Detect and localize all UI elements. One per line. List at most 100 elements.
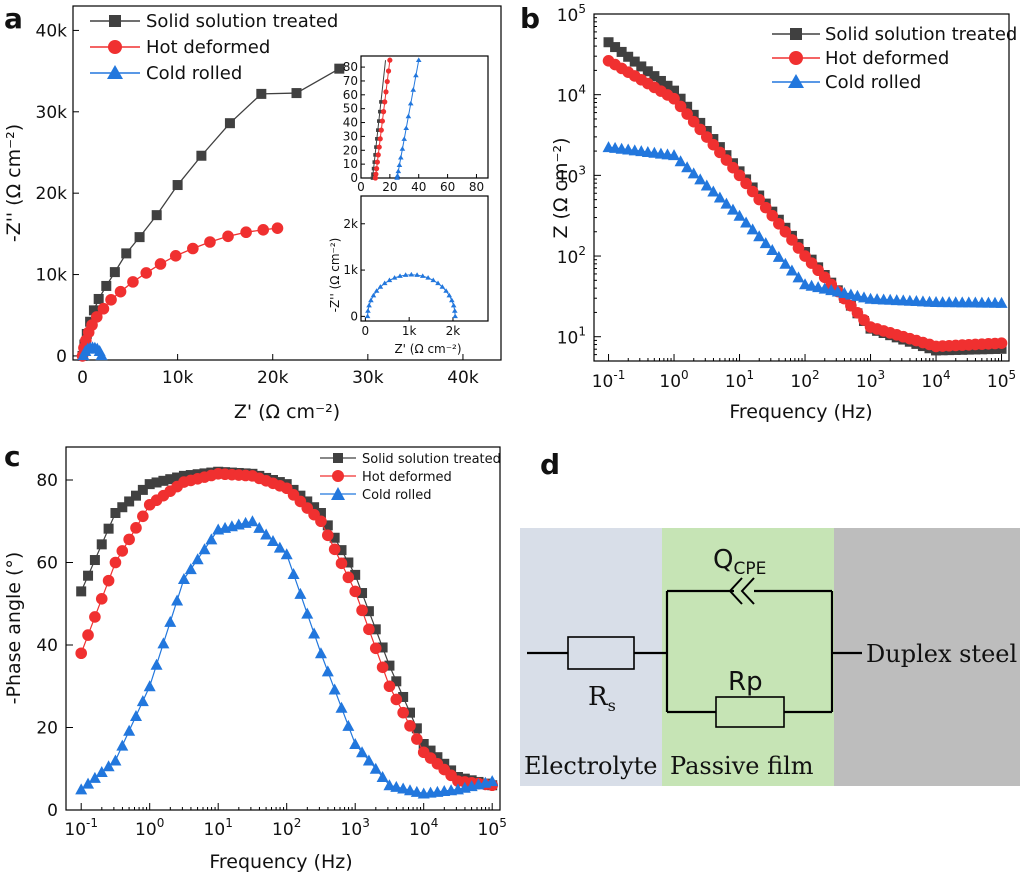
a-xtick-label: 40k [447,368,479,388]
panel-letter-a: a [4,2,23,35]
inset-bottom-xtick-label: 0 [362,324,370,338]
b-point [740,216,753,228]
c-xtick-label: 101 [204,816,233,840]
cpe-plate-right [740,577,755,605]
inset-top-point [396,162,403,167]
inset-top-point [407,100,414,106]
panel-b: b 10-1 100 101 102 103 104 105101102103104105 … [520,2,1017,423]
b-point [668,149,681,161]
b-point [682,101,693,112]
c-point [377,642,388,653]
b-point [726,203,739,215]
inset-top-ytick-label: 0 [350,171,358,185]
c-ytick-label: 0 [47,801,58,821]
c-point [117,502,128,513]
b-point [995,296,1008,308]
c-ytick-label: 20 [36,719,58,739]
label-duplex-steel: Duplex steel [866,640,1017,668]
b-point [649,71,660,82]
c-point [335,557,348,570]
b-ytick-label: 101 [557,325,586,349]
c-point [309,502,320,513]
c-point [83,570,94,581]
inset-top-point [387,57,393,63]
a-ytick-label: 0 [56,347,67,367]
c-point [370,624,381,635]
c-point [383,680,396,693]
b-point [753,193,765,206]
a-point [257,223,270,236]
inset-top-point [375,137,379,141]
b-point [642,66,653,77]
b-point [674,100,687,113]
b-point [713,191,726,203]
inset-top-ytick-label: 10 [343,157,358,171]
c-xtick-label: 102 [272,816,301,840]
b-point [694,173,707,185]
c-point [246,515,259,527]
inset-bottom-arc [367,274,456,317]
label-rp: Rp [728,667,763,697]
inset-bottom-ytick-label: 2k [343,217,358,231]
b-point [623,51,634,62]
c-point [109,754,122,766]
c-point [95,593,108,605]
inset-bottom-point [402,272,409,277]
inset-bottom-point [364,313,371,319]
c-point [171,594,184,606]
inset-top-point [374,145,378,149]
c-point [363,623,375,636]
c-point [432,752,443,763]
c-point [82,629,94,641]
inset-top-point [383,89,389,95]
c-point [425,745,436,756]
inset-top-xtick-label: 60 [440,180,455,194]
inset-top-line [372,60,387,179]
c-point [137,484,148,495]
b-point [681,161,694,173]
panel-c-legend: Solid solution treated Hot deformed Cold… [320,452,501,503]
c-point [130,490,141,501]
inset-bottom-point [391,275,398,280]
b-point [700,179,713,191]
c-point [357,588,368,599]
panel-a-legend: Solid solution treated Hot deformed Cold… [90,11,338,84]
legend-marker-cold [788,74,804,88]
c-point [260,528,273,540]
c-point [198,543,211,555]
inset-top-line [396,60,420,179]
inset-bottom-point [443,288,449,293]
c-point [164,615,177,627]
inset-bottom-point [439,284,446,289]
c-point [178,470,189,481]
inset-bottom-point [386,277,393,283]
b-point [746,223,759,235]
inset-top-point [410,87,417,92]
inset-top-point [380,109,387,115]
c-point [404,707,415,718]
inset-top-point [375,152,381,158]
b-point [701,125,712,136]
b-point [700,131,713,143]
inset-top-point [405,113,412,119]
inset-top-point [394,172,401,178]
c-point [191,553,204,565]
inset-top-point [373,153,377,157]
a-point [140,267,153,279]
inset-top-point [373,171,379,177]
inset-bottom-point [368,297,374,303]
c-point [150,658,163,670]
c-point [321,665,334,677]
a-point [187,242,199,255]
c-point [384,660,395,671]
b-point [669,85,680,96]
label-qcpe: QCPE [713,545,766,579]
inset-top-point [379,118,386,124]
inset-top-point [372,175,379,181]
c-point [136,695,149,707]
inset-bottom-point [435,280,441,286]
a-ytick-label: 40k [36,21,68,41]
